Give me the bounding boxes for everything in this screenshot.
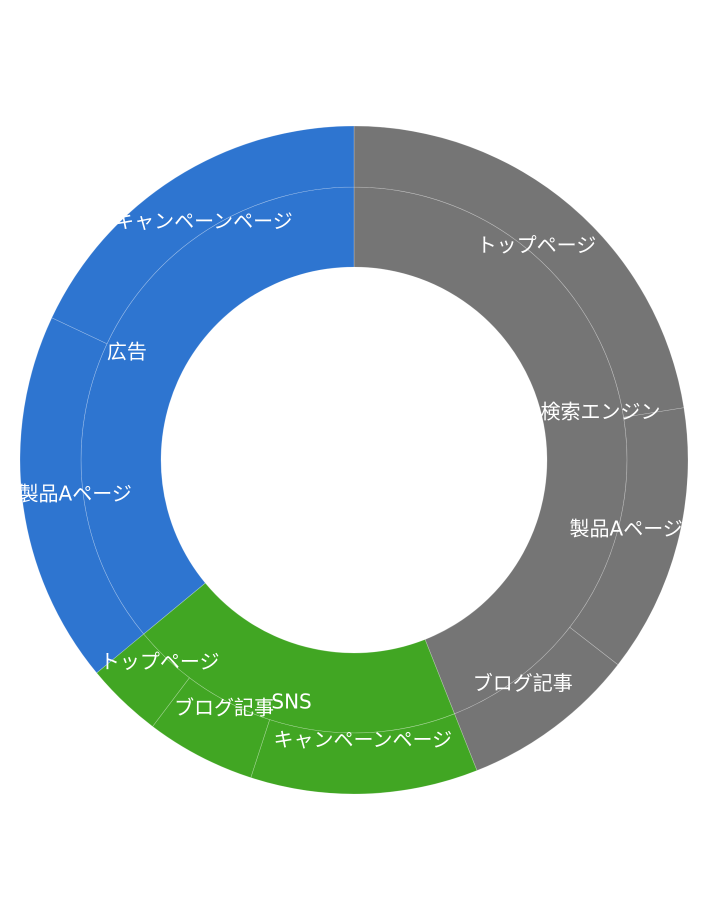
inner-slice-label-2: 広告 [107,340,147,364]
inner-slice-label-1: SNS [271,690,311,714]
outer-slice-5[interactable] [96,633,190,727]
slice-labels: 検索エンジンSNS広告トップページ製品Aページブログ記事キャンペーンページブログ… [19,209,683,751]
outer-slice-label-3: キャンペーンページ [274,727,453,751]
outer-slice-4[interactable] [152,677,271,779]
outer-slice-3[interactable] [250,713,478,795]
inner-slice-2[interactable] [80,186,355,635]
inner-ring [80,186,628,734]
outer-slice-label-6: 製品Aページ [19,482,132,506]
outer-slice-label-7: キャンペーンページ [114,209,293,233]
outer-slice-7[interactable] [51,125,355,345]
outer-slice-0[interactable] [353,125,685,418]
outer-ring [19,125,689,795]
outer-slice-label-1: 製品Aページ [570,516,683,540]
outer-slice-2[interactable] [454,626,619,771]
inner-slice-label-0: 検索エンジン [541,399,661,423]
outer-slice-label-5: トップページ [100,650,220,674]
outer-slice-label-0: トップページ [477,233,597,257]
outer-slice-6[interactable] [19,317,145,674]
outer-slice-label-4: ブログ記事 [174,696,274,720]
outer-slice-label-2: ブログ記事 [473,671,573,695]
